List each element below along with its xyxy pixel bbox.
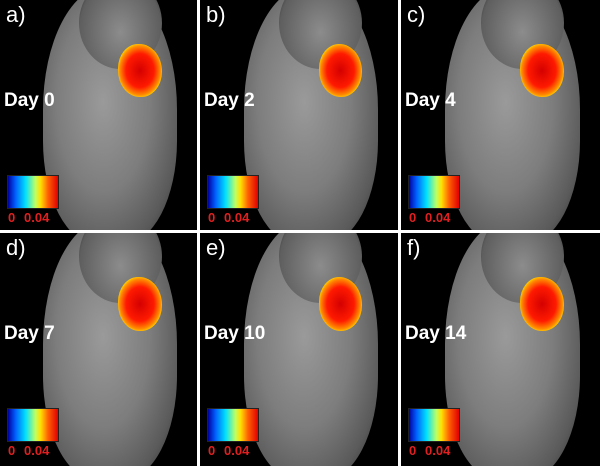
day-label: Day 4 xyxy=(405,90,456,111)
colorbar-min: 0 xyxy=(208,210,216,225)
colorbar-max: 0.04 xyxy=(24,210,50,225)
panel-f: f) Day 14 0 0.04 xyxy=(401,233,600,466)
colorbar xyxy=(408,175,460,209)
panel-d: d) Day 7 0 0.04 xyxy=(0,233,197,466)
panel-c: c) Day 4 0 0.04 xyxy=(401,0,600,230)
colorbar-min: 0 xyxy=(409,443,417,458)
panel-e: e) Day 10 0 0.04 xyxy=(200,233,398,466)
panel-label: b) xyxy=(206,2,226,27)
panel-b: b) Day 2 0 0.04 xyxy=(200,0,398,230)
day-label: Day 10 xyxy=(204,323,266,344)
tumor-signal xyxy=(318,43,363,97)
colorbar-max: 0.04 xyxy=(425,210,451,225)
tumor-signal xyxy=(520,43,565,97)
day-label: Day 0 xyxy=(4,90,55,111)
panel-label: f) xyxy=(407,235,421,260)
colorbar-min: 0 xyxy=(208,443,216,458)
panel-label: a) xyxy=(6,2,26,27)
day-label: Day 2 xyxy=(204,90,255,111)
colorbar-min: 0 xyxy=(409,210,417,225)
colorbar xyxy=(207,408,259,442)
colorbar-min: 0 xyxy=(8,210,16,225)
panel-label: c) xyxy=(407,2,426,27)
tumor-signal xyxy=(118,43,162,97)
panel-label: e) xyxy=(206,235,226,260)
colorbar xyxy=(207,175,259,209)
colorbar xyxy=(7,175,59,209)
colorbar-max: 0.04 xyxy=(224,443,250,458)
panel-a: a) Day 0 0 0.04 xyxy=(0,0,197,230)
colorbar-min: 0 xyxy=(8,443,16,458)
colorbar-max: 0.04 xyxy=(425,443,451,458)
colorbar xyxy=(7,408,59,442)
tumor-signal xyxy=(318,277,363,331)
day-label: Day 14 xyxy=(405,323,467,344)
tumor-signal xyxy=(118,277,162,331)
colorbar-max: 0.04 xyxy=(224,210,250,225)
tumor-signal xyxy=(520,277,565,331)
colorbar xyxy=(408,408,460,442)
panel-label: d) xyxy=(6,235,26,260)
colorbar-max: 0.04 xyxy=(24,443,50,458)
day-label: Day 7 xyxy=(4,323,55,344)
